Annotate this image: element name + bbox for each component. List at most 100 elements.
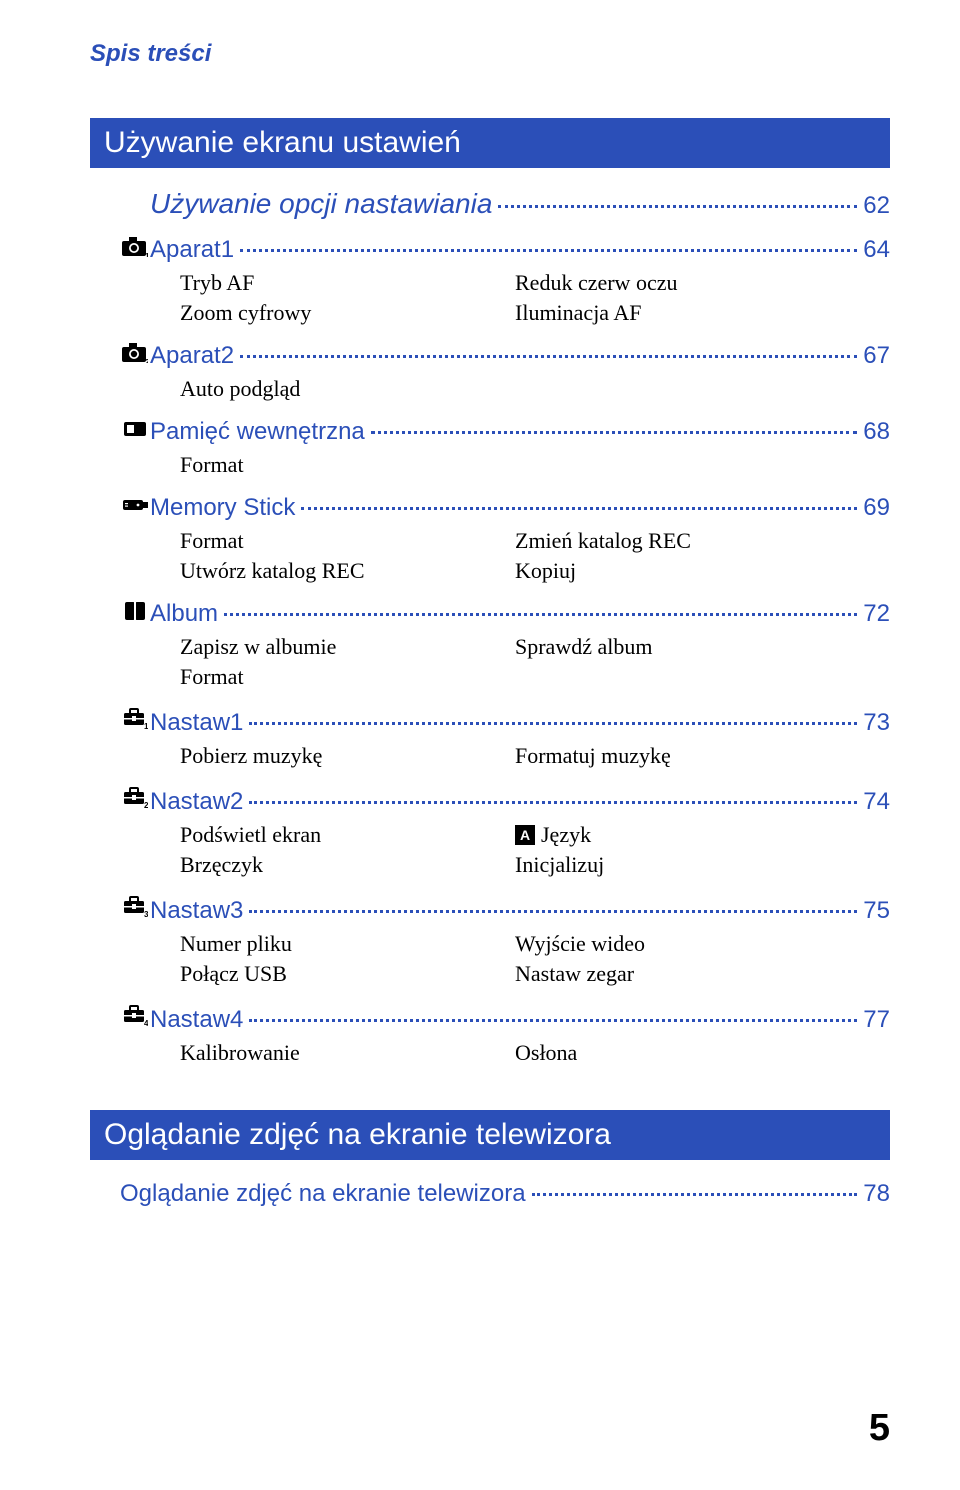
toc-page: 78: [863, 1180, 890, 1208]
sub-item: Numer pliku: [180, 931, 515, 957]
sub-items: Zapisz w albumie FormatSprawdź album: [180, 634, 850, 694]
subsection-label: Używanie opcji nastawiania: [150, 188, 492, 220]
leader-dots: [249, 722, 857, 725]
sub-item: Utwórz katalog REC: [180, 558, 515, 584]
svg-text:2: 2: [144, 801, 148, 809]
memory-stick-icon: [120, 495, 150, 515]
sub-item: Tryb AF: [180, 270, 515, 296]
sub-col-left: FormatUtwórz katalog REC: [180, 528, 515, 588]
sub-items: Format: [180, 452, 850, 482]
toc-page: 75: [863, 897, 890, 925]
camera1-icon: 1: [120, 237, 150, 257]
toc-label: Oglądanie zdjęć na ekranie telewizora: [120, 1180, 526, 1208]
toc-label: Nastaw3: [150, 897, 243, 925]
toc-label: Aparat1: [150, 236, 234, 264]
sub-item: Sprawdź album: [515, 634, 850, 660]
leader-dots: [240, 355, 857, 358]
sub-col-right: Sprawdź album: [515, 634, 850, 694]
sub-item: Format: [180, 664, 515, 690]
svg-text:3: 3: [144, 910, 148, 918]
leader-dots: [301, 507, 857, 510]
toc-page: 72: [863, 600, 890, 628]
sub-item: Kalibrowanie: [180, 1040, 515, 1066]
toc-line[interactable]: Memory Stick 69: [120, 494, 890, 522]
leader-dots: [249, 801, 857, 804]
sub-col-left: Kalibrowanie: [180, 1040, 515, 1070]
leader-dots: [371, 431, 858, 434]
sub-item: Podświetl ekran: [180, 822, 515, 848]
leader-dots: [498, 205, 857, 208]
sub-item: Kopiuj: [515, 558, 850, 584]
toc-label: Album: [150, 600, 218, 628]
sub-col-left: Podświetl ekran Brzęczyk: [180, 822, 515, 882]
toc-line[interactable]: Album 72: [120, 600, 890, 628]
language-a-icon: A: [515, 825, 535, 845]
toc-page: 64: [863, 236, 890, 264]
sub-item: Brzęczyk: [180, 852, 515, 878]
sub-item: Formatuj muzykę: [515, 743, 850, 769]
leader-dots: [249, 910, 857, 913]
sub-col-left: Tryb AFZoom cyfrowy: [180, 270, 515, 330]
sub-item: Auto podgląd: [180, 376, 515, 402]
sub-col-right: Osłona: [515, 1040, 850, 1070]
toolbox2-icon: 2: [120, 785, 150, 809]
sub-col-right: Formatuj muzykę: [515, 743, 850, 773]
toc-header-link[interactable]: Spis treści: [90, 40, 211, 68]
sub-col-right: Wyjście wideoNastaw zegar: [515, 931, 850, 991]
toc-subsection[interactable]: Używanie opcji nastawiania 62: [120, 188, 890, 224]
sub-item: Format: [180, 452, 515, 478]
sub-items: Tryb AFZoom cyfrowyReduk czerw oczuIlumi…: [180, 270, 850, 330]
svg-text:1: 1: [144, 722, 148, 730]
toc-line[interactable]: 2 Aparat267: [120, 342, 890, 370]
sub-col-right: Reduk czerw oczuIluminacja AF: [515, 270, 850, 330]
toolbox4-icon: 4: [120, 1003, 150, 1027]
toc-page: 68: [863, 418, 890, 446]
toolbox3-icon: 3: [120, 894, 150, 918]
sub-items: Auto podgląd: [180, 376, 850, 406]
toolbox1-icon: 1: [120, 706, 150, 730]
sub-item: Pobierz muzykę: [180, 743, 515, 769]
sub-col-right: Zmień katalog REC Kopiuj: [515, 528, 850, 588]
toc-line[interactable]: 1 Nastaw1 73: [120, 706, 890, 737]
toc-line[interactable]: Pamięć wewnętrzna68: [120, 418, 890, 446]
page-number: 5: [869, 1407, 890, 1450]
leader-dots: [224, 613, 857, 616]
toc-line-tv[interactable]: Oglądanie zdjęć na ekranie telewizora 78: [120, 1180, 890, 1208]
toc-page: 73: [863, 709, 890, 737]
toc-line[interactable]: 3 Nastaw3 75: [120, 894, 890, 925]
sub-item: Połącz USB: [180, 961, 515, 987]
sub-items: FormatUtwórz katalog RECZmień katalog RE…: [180, 528, 850, 588]
svg-text:2: 2: [145, 358, 148, 363]
camera2-icon: 2: [120, 343, 150, 363]
toc-line[interactable]: 2 Nastaw2 74: [120, 785, 890, 816]
internal-memory-icon: [120, 419, 150, 439]
leader-dots: [240, 249, 857, 252]
svg-text:4: 4: [144, 1019, 148, 1027]
toc-page: 69: [863, 494, 890, 522]
sub-col-right: [515, 452, 850, 482]
toc-label: Memory Stick: [150, 494, 295, 522]
toc-page: 74: [863, 788, 890, 816]
sub-items: Numer pliku Połącz USBWyjście wideoNastaw…: [180, 931, 850, 991]
sub-col-right: AJęzyk Inicjalizuj: [515, 822, 850, 882]
subsection-page: 62: [863, 192, 890, 220]
sub-col-left: Format: [180, 452, 515, 482]
svg-text:1: 1: [145, 252, 148, 257]
toc-line[interactable]: 4 Nastaw477: [120, 1003, 890, 1034]
sub-item: Zmień katalog REC: [515, 528, 850, 554]
section-banner-settings: Używanie ekranu ustawień: [90, 118, 890, 168]
sub-item: Zapisz w albumie: [180, 634, 515, 660]
toc-label: Nastaw4: [150, 1006, 243, 1034]
sub-col-left: Auto podgląd: [180, 376, 515, 406]
sub-items: Pobierz muzykęFormatuj muzykę: [180, 743, 850, 773]
sub-item: Inicjalizuj: [515, 852, 850, 878]
sub-item: AJęzyk: [515, 822, 850, 848]
sub-col-right: [515, 376, 850, 406]
toc-line[interactable]: 1 Aparat1 64: [120, 236, 890, 264]
sub-item: Osłona: [515, 1040, 850, 1066]
section-banner-tv: Oglądanie zdjęć na ekranie telewizora: [90, 1110, 890, 1160]
sub-item: Reduk czerw oczu: [515, 270, 850, 296]
sub-col-left: Pobierz muzykę: [180, 743, 515, 773]
toc-label: Nastaw2: [150, 788, 243, 816]
toc-label: Nastaw1: [150, 709, 243, 737]
